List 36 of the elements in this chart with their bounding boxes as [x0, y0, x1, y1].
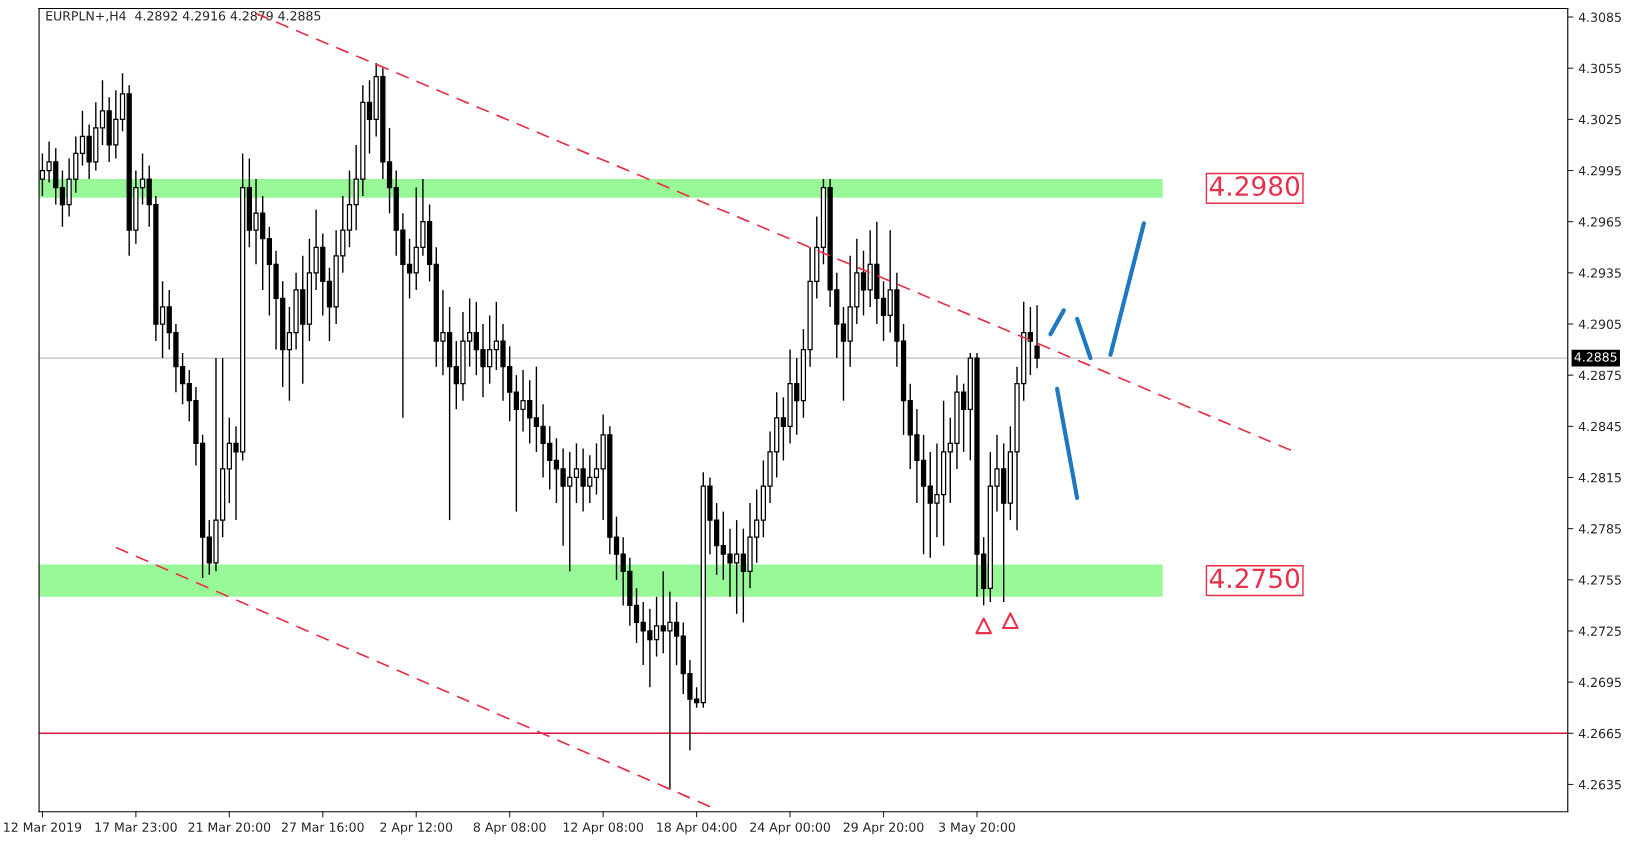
x-tick-label: 8 Apr 08:00 — [473, 822, 546, 835]
y-tick-label: 4.2755 — [1578, 575, 1621, 585]
candlestick — [613, 516, 620, 581]
y-tick-label: 4.2665 — [1578, 728, 1621, 739]
y-tick-label: 4.2935 — [1578, 268, 1621, 278]
x-tick-label: 29 Apr 20:00 — [843, 822, 924, 835]
y-tick-label: 4.3055 — [1578, 63, 1621, 74]
x-tick-label: 18 Apr 04:00 — [657, 822, 737, 835]
x-tick-label: 3 May 20:00 — [939, 822, 1016, 835]
y-tick-label: 4.2995 — [1578, 165, 1621, 176]
x-tick-label: 17 Mar 23:00 — [95, 822, 177, 832]
ref-line-label: 4.2885 — [1574, 352, 1617, 362]
candlestick — [1027, 306, 1034, 376]
candlestick — [860, 249, 867, 317]
y-tick-label: 4.2695 — [1578, 677, 1621, 688]
candlestick — [366, 79, 373, 155]
x-tick-label: 12 Mar 2019 — [4, 822, 82, 832]
candlestick — [1034, 304, 1040, 370]
x-tick-label: 24 Apr 00:00 — [750, 822, 830, 835]
band-label: 4.2980 — [1209, 176, 1300, 197]
y-tick-label: 4.2725 — [1578, 626, 1621, 636]
y-tick-label: 4.3025 — [1578, 114, 1621, 125]
y-tick-label: 4.2965 — [1578, 217, 1621, 227]
y-tick-label: 4.3085 — [1578, 12, 1621, 22]
y-tick-label: 4.2785 — [1578, 524, 1621, 534]
y-tick-label: 4.2635 — [1578, 779, 1621, 790]
candlestick — [99, 79, 106, 146]
x-tick-label: 2 Apr 12:00 — [380, 822, 453, 835]
x-tick-label: 21 Mar 20:00 — [188, 822, 271, 832]
x-tick-label: 12 Apr 08:00 — [563, 822, 644, 835]
y-tick-label: 4.2845 — [1578, 421, 1621, 432]
y-tick-label: 4.2875 — [1578, 370, 1621, 381]
band-label: 4.2750 — [1209, 568, 1300, 589]
y-tick-label: 4.2905 — [1578, 319, 1621, 329]
x-tick-label: 27 Mar 16:00 — [281, 822, 364, 832]
y-tick-label: 4.2815 — [1578, 472, 1621, 483]
